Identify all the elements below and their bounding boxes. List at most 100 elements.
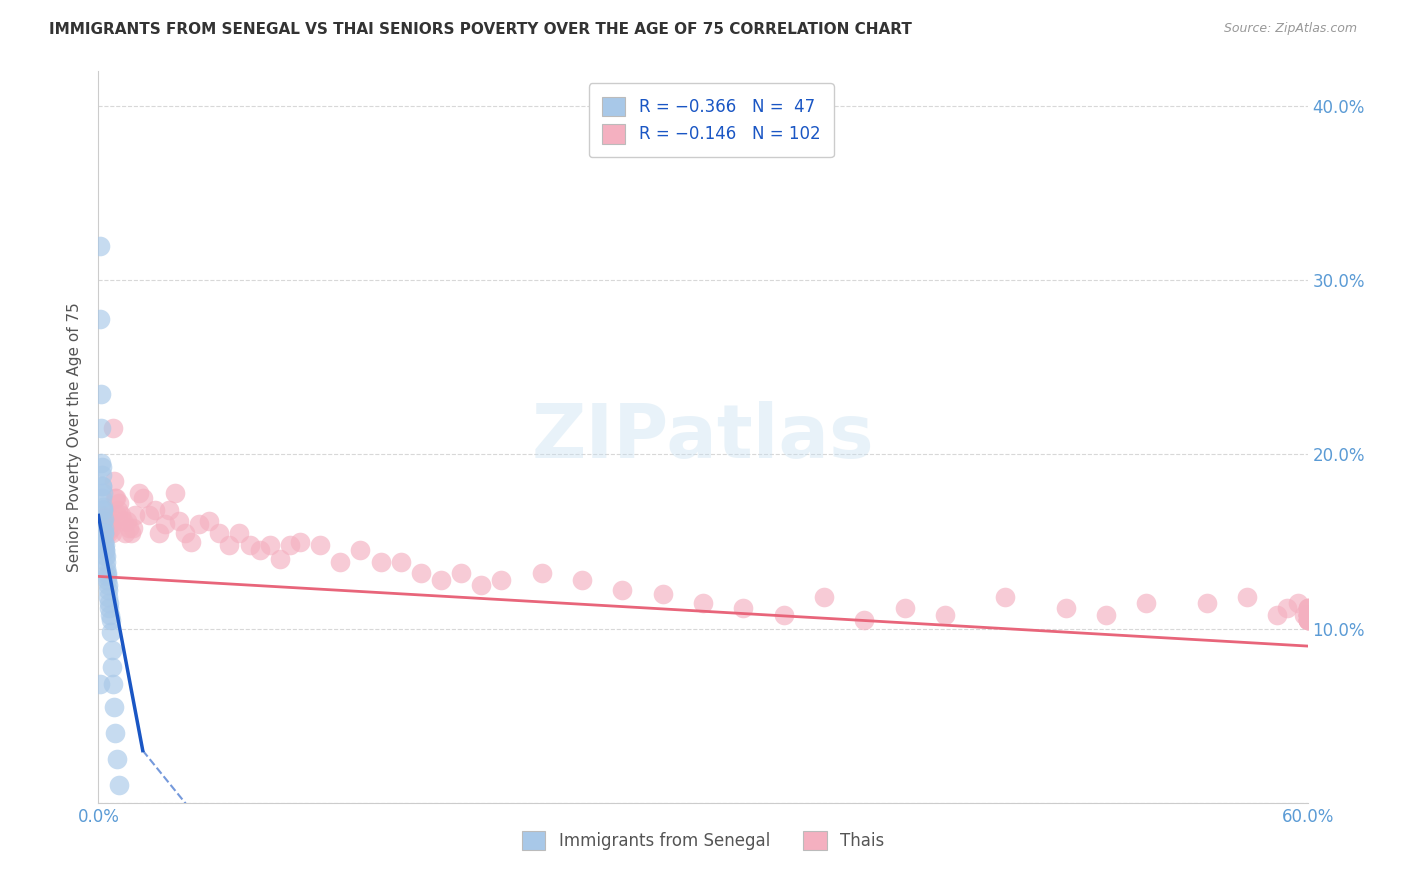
Point [97, 525, 120, 540]
Point [93, 534, 115, 549]
Point [1267, 607, 1289, 622]
Point [89, 525, 111, 540]
Point [1296, 607, 1319, 622]
Point [91, 479, 114, 493]
Point [1296, 600, 1319, 615]
Point [97, 514, 120, 528]
Point [994, 591, 1017, 605]
Point [180, 534, 202, 549]
Point [97, 595, 120, 609]
Point [228, 525, 250, 540]
Point [114, 525, 136, 540]
Point [132, 491, 155, 505]
Point [105, 508, 128, 523]
Point [259, 538, 281, 552]
Point [1286, 595, 1309, 609]
Point [100, 613, 122, 627]
Point [772, 607, 794, 622]
Point [93, 525, 115, 540]
Point [94, 525, 117, 540]
Point [93, 538, 115, 552]
Point [278, 538, 301, 552]
Point [128, 485, 150, 500]
Point [90, 508, 112, 523]
Point [101, 677, 124, 691]
Point [93, 521, 115, 535]
Point [1054, 600, 1077, 615]
Point [93, 525, 115, 540]
Point [370, 556, 392, 570]
Point [97, 578, 120, 592]
Point [269, 552, 291, 566]
Point [104, 491, 127, 505]
Point [97, 583, 120, 598]
Point [208, 525, 231, 540]
Point [91, 514, 114, 528]
Point [91, 503, 114, 517]
Point [239, 538, 262, 552]
Point [1095, 607, 1118, 622]
Point [389, 556, 412, 570]
Point [94, 549, 117, 563]
Point [115, 514, 138, 528]
Point [96, 566, 118, 580]
Point [93, 514, 115, 528]
Point [853, 613, 876, 627]
Point [1195, 595, 1218, 609]
Point [1292, 607, 1315, 622]
Point [450, 566, 472, 580]
Point [124, 508, 146, 523]
Point [96, 560, 118, 574]
Point [1296, 613, 1319, 627]
Point [105, 752, 128, 766]
Point [153, 517, 176, 532]
Point [100, 642, 122, 657]
Point [309, 538, 332, 552]
Point [90, 421, 112, 435]
Point [111, 514, 134, 528]
Point [329, 556, 352, 570]
Point [148, 525, 170, 540]
Point [167, 514, 190, 528]
Point [491, 573, 513, 587]
Point [101, 660, 124, 674]
Point [94, 556, 117, 570]
Point [612, 583, 634, 598]
Point [288, 534, 311, 549]
Point [94, 521, 117, 535]
Point [98, 607, 121, 622]
Point [103, 474, 125, 488]
Point [120, 525, 142, 540]
Point [893, 600, 915, 615]
Point [97, 591, 120, 605]
Point [94, 538, 117, 552]
Point [90, 386, 112, 401]
Point [98, 600, 121, 615]
Text: Source: ZipAtlas.com: Source: ZipAtlas.com [1223, 22, 1357, 36]
Point [90, 468, 112, 483]
Point [90, 521, 112, 535]
Point [121, 521, 143, 535]
Legend: Immigrants from Senegal, Thais: Immigrants from Senegal, Thais [515, 824, 891, 856]
Point [96, 573, 118, 587]
Point [1296, 613, 1319, 627]
Point [174, 525, 197, 540]
Point [93, 514, 115, 528]
Point [157, 503, 180, 517]
Point [409, 566, 432, 580]
Point [89, 677, 111, 691]
Point [96, 569, 118, 583]
Point [96, 517, 118, 532]
Point [91, 517, 114, 532]
Point [96, 508, 118, 523]
Text: ZIPatlas: ZIPatlas [531, 401, 875, 474]
Point [100, 625, 122, 640]
Point [98, 517, 121, 532]
Point [1296, 613, 1319, 627]
Point [1296, 607, 1319, 622]
Point [93, 521, 115, 535]
Point [110, 508, 132, 523]
Point [1296, 600, 1319, 615]
Point [94, 543, 117, 558]
Point [349, 543, 371, 558]
